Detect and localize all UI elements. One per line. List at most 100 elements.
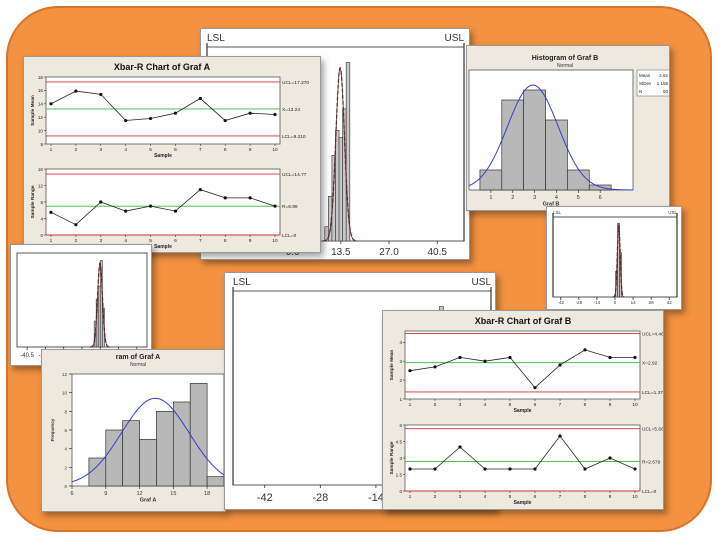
data-point [408, 369, 412, 373]
y-tick-label: 14 [38, 102, 44, 107]
chart-title: Xbar-R Chart of Graf B [475, 316, 572, 326]
x-tick-label: 7 [559, 402, 562, 408]
x-tick-label: 6 [534, 494, 537, 500]
fitted-curve-within [90, 262, 110, 348]
y-tick-label: 6 [64, 428, 67, 433]
data-point [458, 445, 462, 449]
y-axis-label: Sample Mean [389, 350, 395, 381]
x-tick-label: 9 [609, 402, 612, 408]
x-tick-label: -40.5 [20, 353, 34, 359]
data-point [458, 355, 462, 360]
x-tick-label: 3 [459, 402, 462, 408]
y-tick-label: 12 [38, 115, 44, 120]
x-tick-label: 8 [224, 147, 227, 153]
histogram-bar [105, 429, 124, 487]
xbar-r-chart-graf-a: Xbar-R Chart of Graf A UCL=17.270 X=13.24 L… [23, 56, 321, 253]
histogram-bar [206, 476, 225, 487]
x-tick-label: 4 [484, 402, 487, 408]
x-tick-label: 10 [272, 147, 278, 153]
data-point [248, 196, 252, 200]
data-point [483, 467, 487, 471]
usl-label: USL [472, 277, 492, 288]
chart-title: Xbar-R Chart of Graf A [114, 62, 211, 72]
x-tick-label: 10 [632, 402, 638, 408]
stats-legend-value: 50 [663, 89, 669, 94]
y-tick-label: 3 [399, 359, 402, 364]
x-tick-label: 6 [174, 147, 177, 153]
lsl-label: LSL [553, 210, 562, 215]
x-tick-label: 3 [99, 147, 102, 153]
stats-legend-label: StDev [639, 81, 652, 86]
data-point [483, 359, 487, 363]
x-tick-label: 9 [249, 238, 252, 244]
y-axis-label: Frequency [50, 418, 55, 441]
y-tick-label: 12 [62, 372, 68, 377]
y-tick-label: 16 [38, 167, 44, 172]
control-limit-label-ucl: UCL=4.465 [642, 332, 664, 338]
usl-label: USL [668, 210, 677, 215]
data-point [223, 118, 227, 123]
x-tick-label: 4 [484, 494, 487, 500]
x-tick-label: -14 [594, 300, 601, 305]
control-limit-label-center: X=13.24 [282, 107, 300, 113]
data-point [608, 456, 612, 460]
x-tick-label: 1 [50, 238, 53, 244]
data-point [99, 92, 103, 97]
x-tick-label: 9 [609, 494, 612, 500]
xbar-r-chart-graf-a-svg: Xbar-R Chart of Graf A UCL=17.270 X=13.24 L… [30, 62, 309, 250]
histogram-bar [139, 438, 157, 487]
y-tick-label: 1 [399, 397, 402, 402]
y-tick-label: 6 [399, 423, 402, 428]
control-limit-label-ucl: UCL=5.665 [642, 427, 664, 433]
x-axis-label: Sample [514, 408, 532, 414]
x-tick-label: 2 [434, 402, 437, 408]
histogram-bar [345, 62, 351, 242]
stats-legend-label: Mean [639, 73, 651, 78]
x-tick-label: 2 [75, 238, 78, 244]
lsl-label: LSL [207, 33, 225, 44]
x-tick-label: 3 [533, 195, 536, 201]
control-limit-label-lcl: LCL=1.375 [642, 390, 664, 396]
data-point [198, 96, 202, 101]
x-axis-label: Sample [154, 153, 172, 159]
chart-subtitle: Normal [130, 362, 146, 368]
x-tick-label: 3 [99, 238, 102, 244]
x-tick-label: 6 [534, 402, 537, 408]
data-point [583, 348, 587, 352]
capability-chart-small-right-svg: LSL USL -42 -28 -14 0 14 28 42 [552, 210, 678, 305]
control-limit-label-lcl: LCL=0 [282, 233, 297, 239]
stats-legend-label: N [639, 89, 642, 94]
control-limit-label-center: R=2.679 [642, 460, 661, 466]
data-point [508, 467, 512, 471]
control-plot-area [45, 168, 281, 236]
x-tick-label: 4 [555, 195, 558, 201]
x-axis-label: Sample [154, 244, 172, 250]
data-point [248, 111, 252, 115]
stats-legend-value: 2.92 [659, 73, 668, 78]
x-tick-label: 10 [632, 494, 638, 500]
y-tick-label: 0 [399, 489, 402, 494]
y-tick-label: 12 [38, 183, 44, 188]
chart-title: ram of Graf A [116, 354, 160, 361]
histogram-graf-b: Histogram of Graf B Normal 1 2 3 4 5 6 Graf B Mea… [466, 45, 670, 211]
x-tick-label: 6 [174, 238, 177, 244]
data-point [124, 118, 128, 123]
chart-title: Histogram of Graf B [532, 55, 599, 62]
histogram-bar [545, 119, 568, 191]
histogram-bar [331, 154, 336, 242]
data-point [148, 116, 153, 121]
control-limit-label-ucl: UCL=17.270 [282, 80, 309, 86]
capability-chart-small-left: -40.5-27.0-13.50.013.527.040.5 [10, 244, 152, 366]
series-line [410, 435, 636, 470]
normal-fit-curve [71, 397, 225, 483]
data-point [173, 209, 178, 213]
x-tick-label: -14 [368, 492, 384, 504]
data-point [508, 355, 512, 360]
data-point [49, 102, 53, 106]
x-tick-label: 1 [489, 195, 492, 201]
x-tick-label: 7 [559, 494, 562, 500]
y-tick-label: 16 [38, 88, 44, 93]
y-axis-label: Sample Mean [30, 95, 36, 126]
